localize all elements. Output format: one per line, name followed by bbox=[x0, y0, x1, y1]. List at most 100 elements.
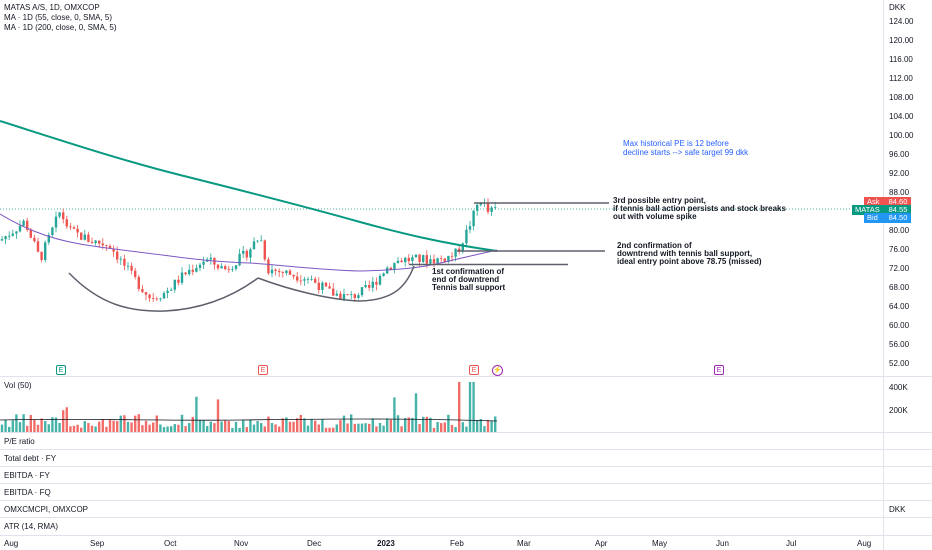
cup-arc-left[interactable] bbox=[68, 272, 259, 312]
omx-index-panel[interactable]: OMXCMCPI, OMXCOP bbox=[4, 505, 89, 514]
volume-bar bbox=[76, 424, 79, 432]
candle-body bbox=[364, 285, 367, 288]
entry3-line3[interactable]: out with volume spike bbox=[613, 212, 697, 221]
ma55-legend[interactable]: MA · 1D (55, close, 0, SMA, 5) bbox=[4, 13, 113, 22]
entry3-line1[interactable]: 3rd possible entry point, bbox=[613, 196, 706, 205]
volume-bar bbox=[22, 414, 25, 432]
time-tick: Jul bbox=[786, 539, 797, 548]
volume-series[interactable] bbox=[0, 382, 497, 432]
candle-body bbox=[155, 298, 158, 300]
candle-body bbox=[98, 240, 101, 244]
volume-bar bbox=[80, 427, 83, 432]
candle-body bbox=[288, 270, 292, 275]
candle-body bbox=[58, 212, 61, 217]
price-tick: 112.00 bbox=[889, 74, 913, 83]
volume-bar bbox=[479, 419, 482, 432]
candle-body bbox=[22, 220, 25, 226]
atr-panel[interactable]: ATR (14, RMA) bbox=[4, 522, 59, 531]
volume-bar bbox=[105, 426, 108, 432]
candle-body bbox=[407, 257, 410, 262]
earnings-icon[interactable]: E bbox=[714, 365, 724, 375]
candle-body bbox=[479, 202, 482, 205]
candle-body bbox=[220, 266, 223, 269]
candle-body bbox=[486, 202, 490, 212]
candle-body bbox=[339, 293, 342, 300]
pe-note-line1[interactable]: Max historical PE is 12 before bbox=[623, 139, 729, 148]
entry1-line2[interactable]: end of downtrend bbox=[432, 275, 500, 284]
candle-body bbox=[285, 270, 288, 274]
price-tick: 60.00 bbox=[889, 321, 910, 330]
volume-bar bbox=[245, 427, 248, 432]
volume-bar bbox=[296, 418, 299, 432]
volume-bar bbox=[51, 417, 54, 432]
candle-body bbox=[440, 258, 443, 260]
earnings-icon[interactable]: E bbox=[258, 365, 268, 375]
total-debt-panel[interactable]: Total debt · FY bbox=[4, 454, 57, 463]
ma55-line[interactable] bbox=[0, 213, 498, 272]
volume-bar bbox=[209, 421, 212, 432]
volume-bar bbox=[155, 415, 158, 432]
price-tick: 108.00 bbox=[889, 93, 914, 102]
time-tick: Sep bbox=[90, 539, 105, 548]
entry2-line1[interactable]: 2nd confirmation of bbox=[617, 241, 692, 250]
candle-body bbox=[116, 251, 119, 260]
price-tick: 80.00 bbox=[889, 226, 910, 235]
volume-bar bbox=[288, 421, 292, 432]
candle-body bbox=[105, 245, 108, 247]
time-tick: Oct bbox=[164, 539, 177, 548]
volume-bar bbox=[166, 426, 169, 432]
cup-arc-right[interactable] bbox=[257, 265, 415, 302]
candle-body bbox=[54, 216, 58, 228]
ebitda-fy-panel[interactable]: EBITDA · FY bbox=[4, 471, 50, 480]
candle-body bbox=[231, 268, 234, 270]
candle-body bbox=[465, 229, 468, 244]
entry1-line3[interactable]: Tennis ball support bbox=[432, 283, 506, 292]
volume-bar bbox=[8, 426, 11, 432]
price-tick: 96.00 bbox=[889, 150, 910, 159]
time-tick: Nov bbox=[234, 539, 249, 548]
volume-legend[interactable]: Vol (50) bbox=[4, 381, 32, 390]
candle-body bbox=[458, 248, 461, 251]
candle-body bbox=[101, 243, 104, 246]
pe-note-line2[interactable]: decline starts --> safe target 99 dkk bbox=[623, 148, 749, 157]
entry2-line2[interactable]: downtrend with tennis ball support, bbox=[617, 249, 753, 258]
volume-bar bbox=[112, 420, 115, 432]
entry2-line3[interactable]: ideal entry point above 78.75 (missed) bbox=[617, 257, 762, 266]
ebitda-fq-panel[interactable]: EBITDA · FQ bbox=[4, 488, 51, 497]
entry1-line1[interactable]: 1st confirmation of bbox=[432, 267, 505, 276]
volume-bar bbox=[342, 415, 346, 432]
volume-bar bbox=[44, 421, 47, 432]
candle-body bbox=[476, 204, 479, 211]
volume-bar bbox=[62, 410, 65, 432]
time-tick: Aug bbox=[4, 539, 19, 548]
candle-body bbox=[162, 292, 166, 299]
dividend-icon[interactable]: ⚡ bbox=[492, 365, 503, 376]
volume-bar bbox=[371, 418, 374, 432]
candlestick-series[interactable] bbox=[0, 198, 497, 302]
entry3-line2[interactable]: if tennis ball action persists and stock… bbox=[613, 204, 786, 213]
pe-ratio-panel[interactable]: P/E ratio bbox=[4, 437, 35, 446]
volume-bar bbox=[234, 421, 238, 432]
volume-bar bbox=[396, 415, 400, 432]
earnings-icon[interactable]: E bbox=[56, 365, 66, 375]
symbol-legend[interactable]: MATAS A/S, 1D, OMXCOP bbox=[4, 3, 100, 12]
candle-body bbox=[180, 272, 184, 283]
ask-badge-label: Ask bbox=[864, 197, 894, 207]
candle-body bbox=[400, 260, 403, 263]
price-tick: 92.00 bbox=[889, 169, 910, 178]
volume-bar bbox=[389, 419, 392, 432]
ma200-line[interactable] bbox=[0, 120, 498, 252]
volume-bar bbox=[47, 424, 50, 432]
candle-body bbox=[83, 234, 86, 240]
volume-bar bbox=[317, 424, 320, 432]
candle-body bbox=[418, 254, 421, 262]
time-tick: Dec bbox=[307, 539, 322, 548]
volume-bar bbox=[278, 426, 281, 432]
candle-body bbox=[69, 226, 72, 228]
volume-bar bbox=[94, 426, 97, 432]
earnings-icon[interactable]: E bbox=[469, 365, 479, 375]
candle-body bbox=[177, 279, 180, 283]
ma200-legend[interactable]: MA · 1D (200, close, 0, SMA, 5) bbox=[4, 23, 117, 32]
volume-bar bbox=[198, 420, 202, 432]
